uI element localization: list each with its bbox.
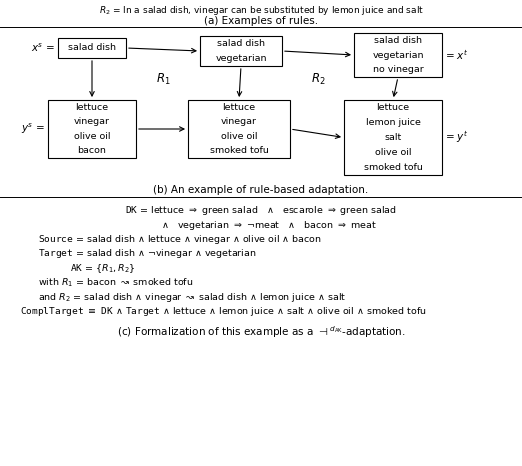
Text: vegetarian: vegetarian bbox=[372, 50, 424, 60]
Text: $y^s$ =: $y^s$ = bbox=[21, 122, 45, 136]
Text: with $R_1$ = bacon $\rightsquigarrow$ smoked tofu: with $R_1$ = bacon $\rightsquigarrow$ sm… bbox=[38, 276, 193, 289]
Bar bbox=[344, 100, 442, 175]
Text: $\mathtt{AK}$ = $\{R_1, R_2\}$: $\mathtt{AK}$ = $\{R_1, R_2\}$ bbox=[55, 262, 136, 275]
Bar bbox=[48, 100, 136, 158]
Text: salt: salt bbox=[384, 133, 401, 142]
Text: $\mathtt{Target}$ = salad dish $\wedge$ $\neg$vinegar $\wedge$ vegetarian: $\mathtt{Target}$ = salad dish $\wedge$ … bbox=[38, 247, 257, 260]
Text: $R_2$ = In a salad dish, vinegar can be substituted by lemon juice and salt: $R_2$ = In a salad dish, vinegar can be … bbox=[99, 4, 423, 17]
Bar bbox=[188, 100, 290, 158]
Text: $R_2$: $R_2$ bbox=[311, 71, 325, 87]
Text: $\mathtt{ComplTarget}$ $\equiv$ $\mathtt{DK}$ $\wedge$ $\mathtt{Target}$ $\wedge: $\mathtt{ComplTarget}$ $\equiv$ $\mathtt… bbox=[20, 306, 426, 318]
Text: smoked tofu: smoked tofu bbox=[363, 163, 422, 172]
Text: bacon: bacon bbox=[78, 146, 106, 155]
Text: salad dish: salad dish bbox=[217, 39, 265, 48]
Text: vegetarian: vegetarian bbox=[215, 54, 267, 63]
Text: olive oil: olive oil bbox=[375, 148, 411, 157]
Text: $\mathtt{DK}$ = lettuce $\Rightarrow$ green salad   $\wedge$   escarole $\Righta: $\mathtt{DK}$ = lettuce $\Rightarrow$ gr… bbox=[125, 204, 397, 217]
Text: = $y^t$: = $y^t$ bbox=[445, 130, 469, 145]
Text: (a) Examples of rules.: (a) Examples of rules. bbox=[204, 16, 318, 26]
Bar bbox=[354, 33, 442, 77]
Text: and $R_2$ = salad dish $\wedge$ vinegar $\rightsquigarrow$ salad dish $\wedge$ l: and $R_2$ = salad dish $\wedge$ vinegar … bbox=[38, 291, 346, 304]
Text: salad dish: salad dish bbox=[374, 36, 422, 45]
Text: (c) Formalization of this example as a $\dashv^{d_{\mathrm{AK}}}$-adaptation.: (c) Formalization of this example as a $… bbox=[117, 324, 405, 340]
Text: no vinegar: no vinegar bbox=[373, 65, 423, 74]
Text: salad dish: salad dish bbox=[68, 43, 116, 53]
Text: olive oil: olive oil bbox=[74, 132, 110, 141]
Text: lettuce: lettuce bbox=[76, 103, 109, 112]
Text: lettuce: lettuce bbox=[376, 103, 410, 112]
Text: vinegar: vinegar bbox=[221, 117, 257, 126]
Text: vinegar: vinegar bbox=[74, 117, 110, 126]
Text: $\wedge$   vegetarian $\Rightarrow$ $\neg$meat   $\wedge$   bacon $\Rightarrow$ : $\wedge$ vegetarian $\Rightarrow$ $\neg$… bbox=[146, 219, 376, 232]
Bar bbox=[58, 38, 126, 58]
Text: (b) An example of rule-based adaptation.: (b) An example of rule-based adaptation. bbox=[153, 185, 369, 195]
Bar bbox=[200, 36, 282, 66]
Text: smoked tofu: smoked tofu bbox=[209, 146, 268, 155]
Text: $\mathtt{Source}$ = salad dish $\wedge$ lettuce $\wedge$ vinegar $\wedge$ olive : $\mathtt{Source}$ = salad dish $\wedge$ … bbox=[38, 233, 322, 246]
Text: lemon juice: lemon juice bbox=[365, 118, 420, 127]
Text: = $x^t$: = $x^t$ bbox=[445, 48, 469, 62]
Text: olive oil: olive oil bbox=[221, 132, 257, 141]
Text: $R_1$: $R_1$ bbox=[156, 71, 170, 87]
Text: lettuce: lettuce bbox=[222, 103, 256, 112]
Text: $x^s$ =: $x^s$ = bbox=[31, 42, 55, 54]
